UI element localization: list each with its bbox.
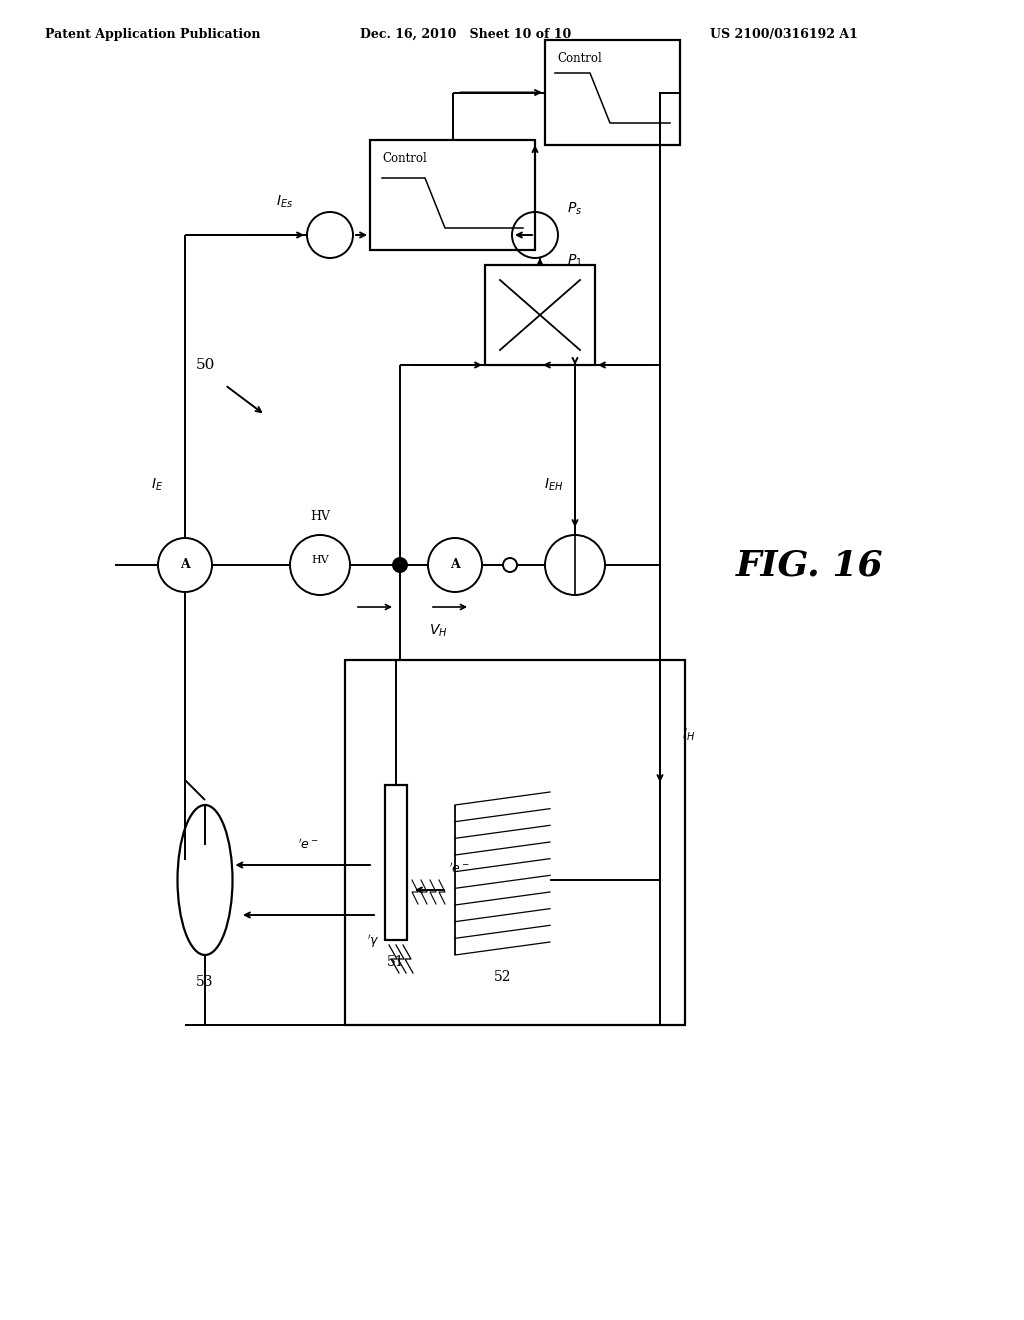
Text: Control: Control — [382, 152, 427, 165]
Text: $V_H$: $V_H$ — [429, 623, 447, 639]
Text: FIG. 16: FIG. 16 — [736, 548, 884, 582]
Text: $I_H$: $I_H$ — [682, 727, 695, 743]
Text: HV: HV — [310, 510, 330, 523]
Text: $'e^-$: $'e^-$ — [449, 862, 470, 876]
Text: Control: Control — [557, 51, 602, 65]
Bar — [485, 265, 595, 366]
Text: $I_E$: $I_E$ — [151, 477, 163, 494]
Text: A: A — [451, 558, 460, 572]
Bar — [545, 40, 680, 145]
Text: $'e^-$: $'e^-$ — [298, 837, 319, 851]
Bar — [370, 140, 535, 249]
Text: $I_{Es}$: $I_{Es}$ — [276, 194, 294, 210]
Text: $I_{EH}$: $I_{EH}$ — [544, 477, 563, 494]
Text: 51: 51 — [387, 954, 404, 969]
Text: US 2100/0316192 A1: US 2100/0316192 A1 — [710, 28, 858, 41]
Text: HV: HV — [311, 554, 329, 565]
Text: A: A — [180, 558, 189, 572]
Text: $'\gamma$: $'\gamma$ — [368, 932, 380, 949]
Text: 52: 52 — [494, 970, 511, 983]
Text: 53: 53 — [197, 975, 214, 989]
Text: 50: 50 — [196, 358, 215, 372]
Text: Dec. 16, 2010   Sheet 10 of 10: Dec. 16, 2010 Sheet 10 of 10 — [360, 28, 571, 41]
Bar — [345, 660, 685, 1026]
Text: $P_1$: $P_1$ — [567, 253, 583, 269]
Circle shape — [393, 558, 407, 572]
Text: $P_s$: $P_s$ — [567, 201, 583, 216]
Text: Patent Application Publication: Patent Application Publication — [45, 28, 260, 41]
Bar — [385, 785, 407, 940]
